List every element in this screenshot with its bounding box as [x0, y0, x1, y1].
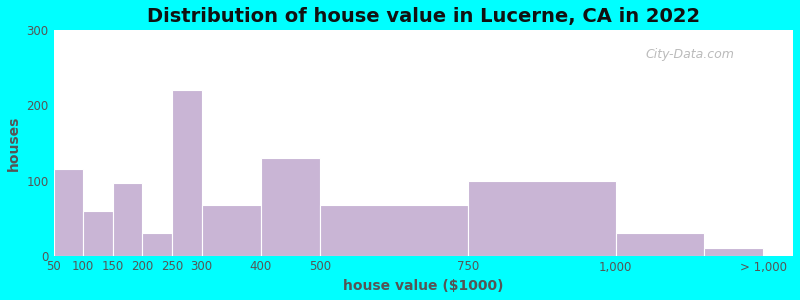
Bar	[704, 248, 763, 256]
Bar	[202, 205, 261, 256]
Bar	[142, 233, 172, 256]
X-axis label: house value ($1000): house value ($1000)	[343, 279, 503, 293]
Title: Distribution of house value in Lucerne, CA in 2022: Distribution of house value in Lucerne, …	[146, 7, 700, 26]
Bar	[83, 211, 113, 256]
Bar	[172, 90, 202, 256]
Y-axis label: houses: houses	[7, 115, 21, 171]
Bar	[261, 158, 320, 256]
Bar	[54, 169, 83, 256]
Bar	[113, 183, 142, 256]
Text: City-Data.com: City-Data.com	[645, 48, 734, 61]
Bar	[320, 205, 468, 256]
Bar	[615, 233, 704, 256]
Bar	[468, 181, 615, 256]
